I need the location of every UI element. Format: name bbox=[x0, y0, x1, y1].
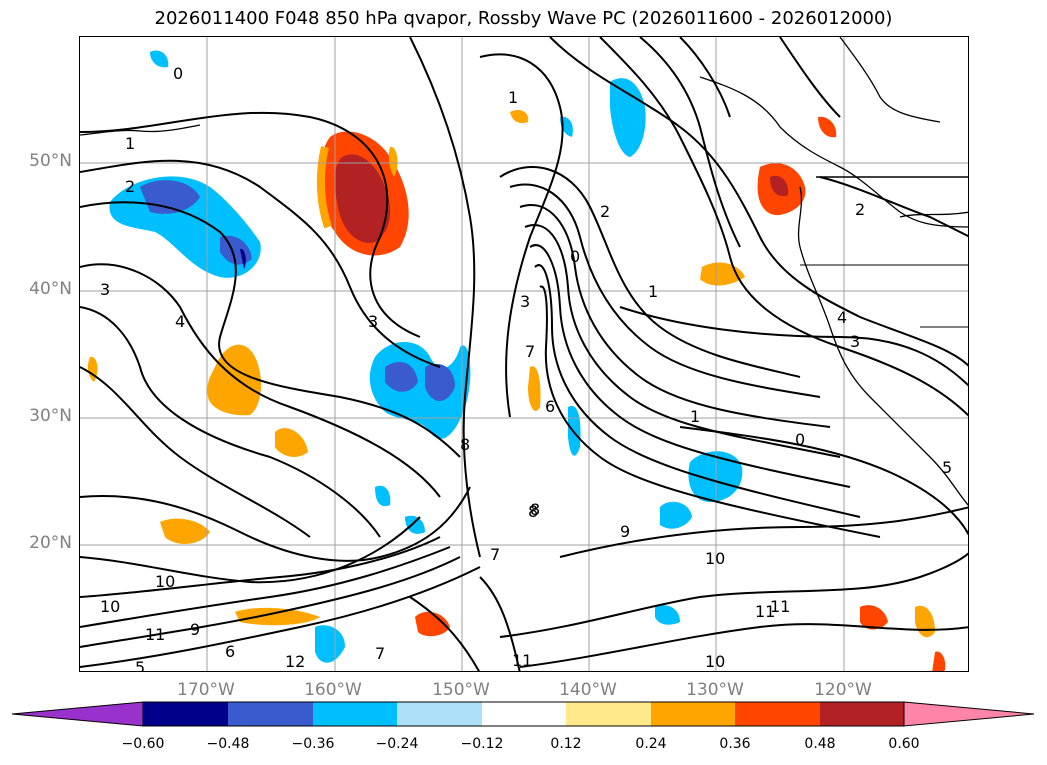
contour-label: 0 bbox=[570, 247, 580, 266]
contour-label: 11 bbox=[770, 597, 790, 616]
contour-labels: 0 1 2 3 4 3 1 2 3 0 1 8 6 7 8 9 10 11 10… bbox=[100, 64, 952, 672]
colorbar-tick-label: 0.60 bbox=[888, 736, 920, 752]
colorbar-swatch bbox=[397, 702, 482, 726]
colorbar-swatch bbox=[820, 702, 904, 726]
lon-label-170w: 170°W bbox=[177, 680, 235, 700]
contour-label: 11 bbox=[755, 602, 775, 621]
lon-label-130w: 130°W bbox=[686, 680, 744, 700]
colorbar-tick-label: −0.36 bbox=[291, 736, 335, 752]
colorbar bbox=[11, 701, 1035, 727]
contour-label: 2 bbox=[600, 202, 610, 221]
contour-label: 1 bbox=[648, 282, 658, 301]
contour-label: 3 bbox=[100, 280, 110, 299]
contour-label: 0 bbox=[795, 430, 805, 449]
lon-label-140w: 140°W bbox=[559, 680, 617, 700]
colorbar-tick-label: 0.48 bbox=[804, 736, 836, 752]
contour-lines bbox=[80, 37, 968, 671]
lon-label-120w: 120°W bbox=[814, 680, 872, 700]
contour-label: 5 bbox=[942, 458, 952, 477]
contour-label: 1 bbox=[125, 134, 135, 153]
contour-label: 7 bbox=[375, 644, 385, 663]
colorbar-extend-low bbox=[11, 701, 144, 727]
colorbar-swatch bbox=[735, 702, 820, 726]
contour-label: 8 bbox=[528, 502, 538, 521]
contour-label: 0 bbox=[173, 64, 183, 83]
contour-label: 3 bbox=[368, 312, 378, 331]
colorbar-swatch bbox=[566, 702, 651, 726]
contour-label: 9 bbox=[620, 522, 630, 541]
lat-label-50n: 50°N bbox=[29, 151, 72, 171]
lon-label-150w: 150°W bbox=[432, 680, 490, 700]
colorbar-tick-label: −0.48 bbox=[206, 736, 250, 752]
contour-label: 2 bbox=[855, 200, 865, 219]
contour-label: 8 bbox=[460, 435, 470, 454]
contour-label: 4 bbox=[175, 312, 185, 331]
contour-label: 9 bbox=[190, 620, 200, 639]
map-canvas: 0 1 2 3 4 3 1 2 3 0 1 8 6 7 8 9 10 11 10… bbox=[80, 37, 968, 672]
colorbar-tick-label: −0.12 bbox=[460, 736, 504, 752]
lon-label-160w: 160°W bbox=[304, 680, 362, 700]
contour-label: 11 bbox=[512, 651, 532, 670]
contour-label: 7 bbox=[525, 342, 535, 361]
colorbar-tick-label: 0.12 bbox=[550, 736, 582, 752]
graticule bbox=[80, 37, 968, 671]
contour-label: 2 bbox=[125, 177, 135, 196]
colorbar-swatch bbox=[482, 702, 566, 726]
contour-label: 3 bbox=[520, 292, 530, 311]
colorbar-tick-label: −0.60 bbox=[121, 736, 165, 752]
contour-label: 10 bbox=[705, 652, 725, 671]
colorbar-swatch bbox=[228, 702, 313, 726]
colorbar-tick-label: 0.36 bbox=[719, 736, 751, 752]
lat-label-30n: 30°N bbox=[29, 406, 72, 426]
colorbar-tick-label: −0.24 bbox=[375, 736, 419, 752]
coastlines bbox=[80, 37, 968, 506]
colorbar-swatch bbox=[651, 702, 735, 726]
shading-layer bbox=[87, 50, 946, 671]
contour-label: 8 bbox=[530, 500, 540, 519]
contour-label: 1 bbox=[508, 88, 518, 107]
contour-label: 1 bbox=[690, 407, 700, 426]
lat-label-20n: 20°N bbox=[29, 533, 72, 553]
contour-label: 10 bbox=[155, 572, 175, 591]
contour-label: 6 bbox=[545, 397, 555, 416]
lat-label-40n: 40°N bbox=[29, 279, 72, 299]
contour-label: 10 bbox=[100, 597, 120, 616]
map-plot-area: 0 1 2 3 4 3 1 2 3 0 1 8 6 7 8 9 10 11 10… bbox=[79, 36, 969, 672]
colorbar-swatch bbox=[313, 702, 397, 726]
contour-label: 10 bbox=[705, 549, 725, 568]
contour-label: 7 bbox=[490, 545, 500, 564]
contour-label: 12 bbox=[285, 652, 305, 671]
contour-label: 6 bbox=[225, 642, 235, 661]
colorbar-extend-high bbox=[903, 701, 1035, 727]
map-title: 2026011400 F048 850 hPa qvapor, Rossby W… bbox=[154, 8, 893, 29]
colorbar-swatch bbox=[143, 702, 228, 726]
contour-label: 11 bbox=[145, 625, 165, 644]
contour-label: 3 bbox=[850, 332, 860, 351]
contour-label: 5 bbox=[135, 658, 145, 672]
contour-label: 4 bbox=[837, 308, 847, 327]
colorbar-tick-label: 0.24 bbox=[635, 736, 667, 752]
